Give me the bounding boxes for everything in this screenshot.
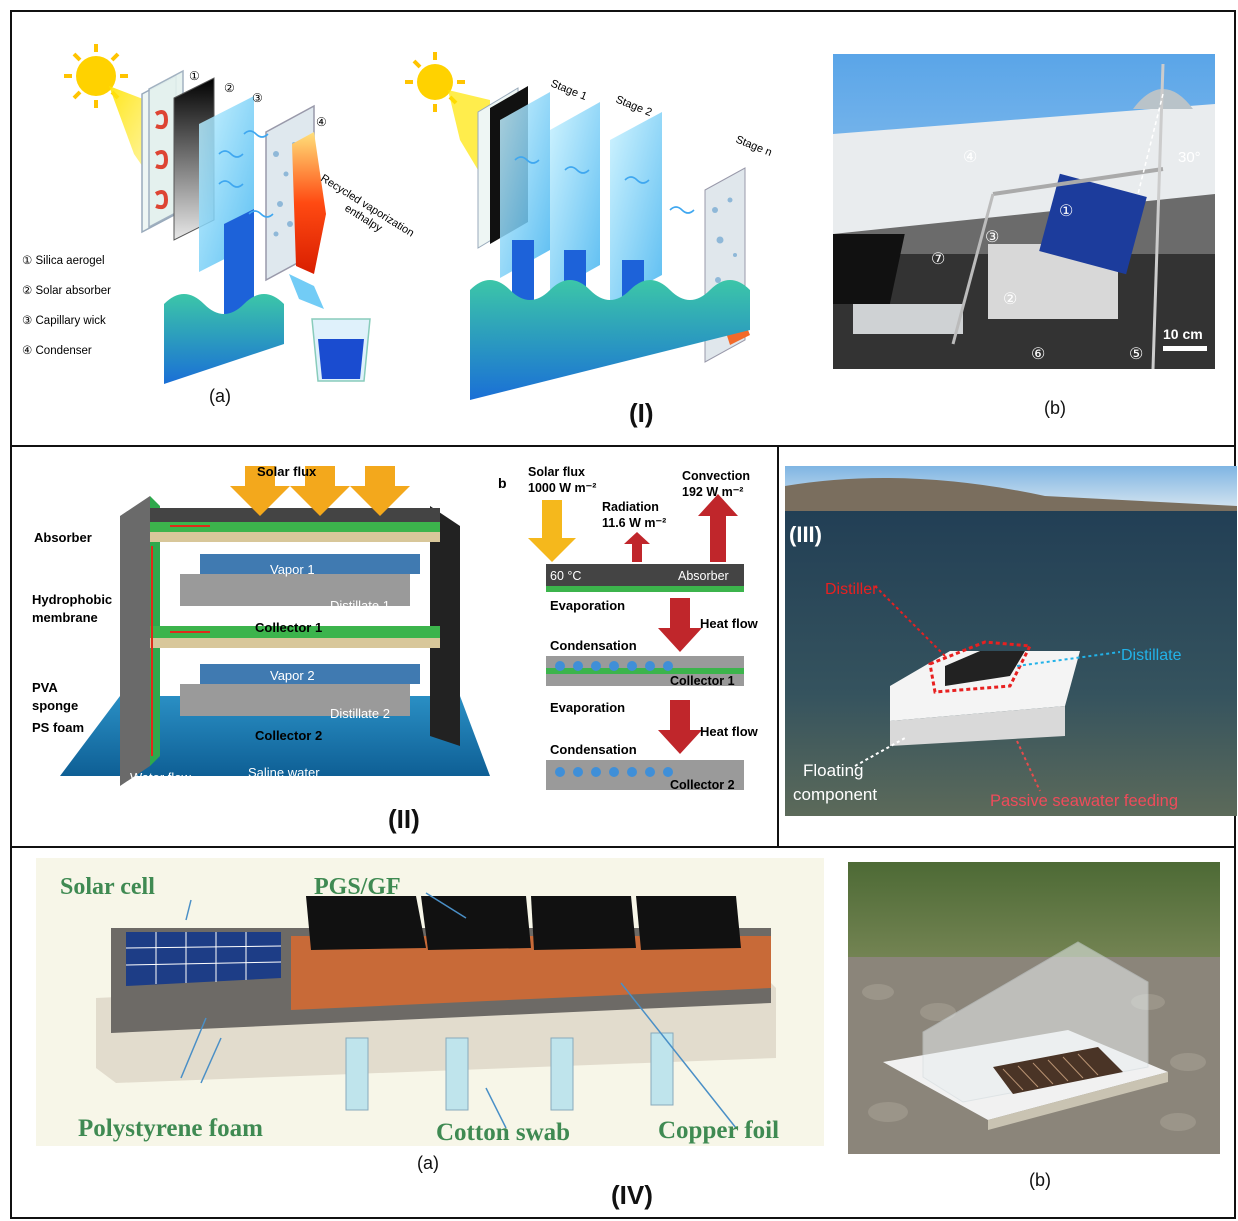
distillate-2-label: Distillate 2 [330, 706, 390, 721]
passive-feeding-label: Passive seawater feeding [990, 792, 1178, 810]
convection-title: Convection [682, 469, 750, 483]
heat-flow-label-2: Heat flow [700, 724, 759, 739]
photo-marker-3: ③ [985, 229, 999, 246]
sf-value: 1000 W m⁻² [528, 481, 596, 495]
legend-2: ② Solar absorber [22, 285, 111, 297]
water-flow-label: Water flow [130, 770, 192, 785]
panel-iv-a-caption: (a) [417, 1153, 439, 1173]
radiation-value: 11.6 W m⁻² [602, 516, 666, 530]
panel-i-b-photo: 30° ④ ① ③ ⑦ ② ⑥ ⑤ 10 cm [833, 54, 1215, 369]
panel-i-b-caption: (b) [1044, 398, 1066, 418]
solar-cell-label: Solar cell [60, 874, 155, 900]
stage-2-label: Stage 2 [614, 94, 654, 119]
panel-iv-a-diagram: Solar cell PGS/GF Polystyrene foam Cotto… [36, 858, 824, 1146]
sf-title: Solar flux [528, 465, 585, 479]
pgs-gf-label: PGS/GF [314, 874, 401, 900]
solar-cell-grid [125, 932, 282, 984]
marker-1: ① [189, 69, 200, 83]
floating-label-2: component [793, 785, 877, 804]
divider-row1 [10, 445, 1236, 447]
panel-iii-photo: (III) Distiller Distillate Floating comp… [785, 466, 1237, 816]
evaporation-label-2: Evaporation [550, 700, 625, 715]
distillate-label: Distillate [1121, 647, 1182, 664]
panel-i-multistage-diagram: Stage 1 Stage 2 Stage n [405, 52, 774, 400]
panel-i-a-diagram: ① ② ③ ④ Recycled vaporization enthalpy ①… [22, 44, 416, 384]
evaporation-label-1: Evaporation [550, 598, 625, 613]
panel-ii-energy-diagram: b Solar flux 1000 W m⁻² Convection 192 W… [498, 465, 759, 792]
polystyrene-label: Polystyrene foam [78, 1115, 263, 1142]
panel-i-label: (I) [629, 398, 654, 428]
panel-ii-label: (II) [388, 804, 420, 834]
condensation-label-1: Condensation [550, 638, 637, 653]
pva-label: PVA [32, 680, 58, 695]
vapor-1-label: Vapor 1 [270, 562, 315, 577]
saline-water-label: Saline water [248, 765, 320, 780]
distillate-1-label: Distillate 1 [330, 598, 390, 613]
marker-4: ④ [316, 115, 327, 129]
divider-row2 [10, 846, 1236, 848]
temp-label: 60 °C [550, 569, 581, 583]
collector-1-label: Collector 1 [255, 620, 322, 635]
absorber-label: Absorber [34, 530, 92, 545]
divider-col-ii [777, 445, 779, 848]
membrane-label: membrane [32, 610, 98, 625]
marker-3: ③ [252, 91, 263, 105]
radiation-title: Radiation [602, 500, 659, 514]
photo-marker-4: ④ [963, 149, 977, 166]
condensation-label-2: Condensation [550, 742, 637, 757]
scale-label: 10 cm [1163, 326, 1203, 342]
copper-foil-label: Copper foil [658, 1117, 779, 1144]
legend-1: ① Silica aerogel [22, 255, 105, 267]
absorber-b-label: Absorber [678, 569, 729, 583]
collector-1-b-label: Collector 1 [670, 674, 735, 688]
panel-i-a-caption: (a) [209, 386, 231, 406]
stage-n-label: Stage n [734, 134, 774, 159]
cotton-swab-label: Cotton swab [436, 1119, 570, 1146]
panel-iv-b-photo [848, 862, 1220, 1154]
vapor-2-label: Vapor 2 [270, 668, 315, 683]
photo-marker-2: ② [1003, 291, 1017, 308]
ps-foam-label: PS foam [32, 720, 84, 735]
b-label: b [498, 475, 507, 491]
distiller-label: Distiller [825, 581, 878, 598]
heat-flow-label-1: Heat flow [700, 616, 759, 631]
marker-2: ② [224, 81, 235, 95]
solar-flux-label: Solar flux [257, 464, 317, 479]
panel-iii-label: (III) [789, 522, 822, 547]
stage-1-label: Stage 1 [549, 78, 589, 103]
collector-2-label: Collector 2 [255, 728, 322, 743]
photo-marker-1: ① [1059, 203, 1073, 220]
collector-2-b-label: Collector 2 [670, 778, 735, 792]
angle-label: 30° [1178, 149, 1201, 166]
hydrophobic-label: Hydrophobic [32, 592, 112, 607]
sponge-label: sponge [32, 698, 78, 713]
sun-icon [64, 44, 128, 108]
floating-label-1: Floating [803, 761, 863, 780]
convection-value: 192 W m⁻² [682, 485, 743, 499]
photo-marker-5: ⑤ [1129, 346, 1143, 363]
panel-ii-device-diagram: Solar flux Absorber Hydrophobic membrane… [32, 464, 490, 786]
photo-marker-6: ⑥ [1031, 346, 1045, 363]
panel-iv-label: (IV) [611, 1180, 653, 1210]
legend-3: ③ Capillary wick [22, 315, 106, 327]
panel-iv-b-caption: (b) [1029, 1170, 1051, 1190]
photo-marker-7: ⑦ [931, 251, 945, 268]
legend-4: ④ Condenser [22, 345, 92, 357]
